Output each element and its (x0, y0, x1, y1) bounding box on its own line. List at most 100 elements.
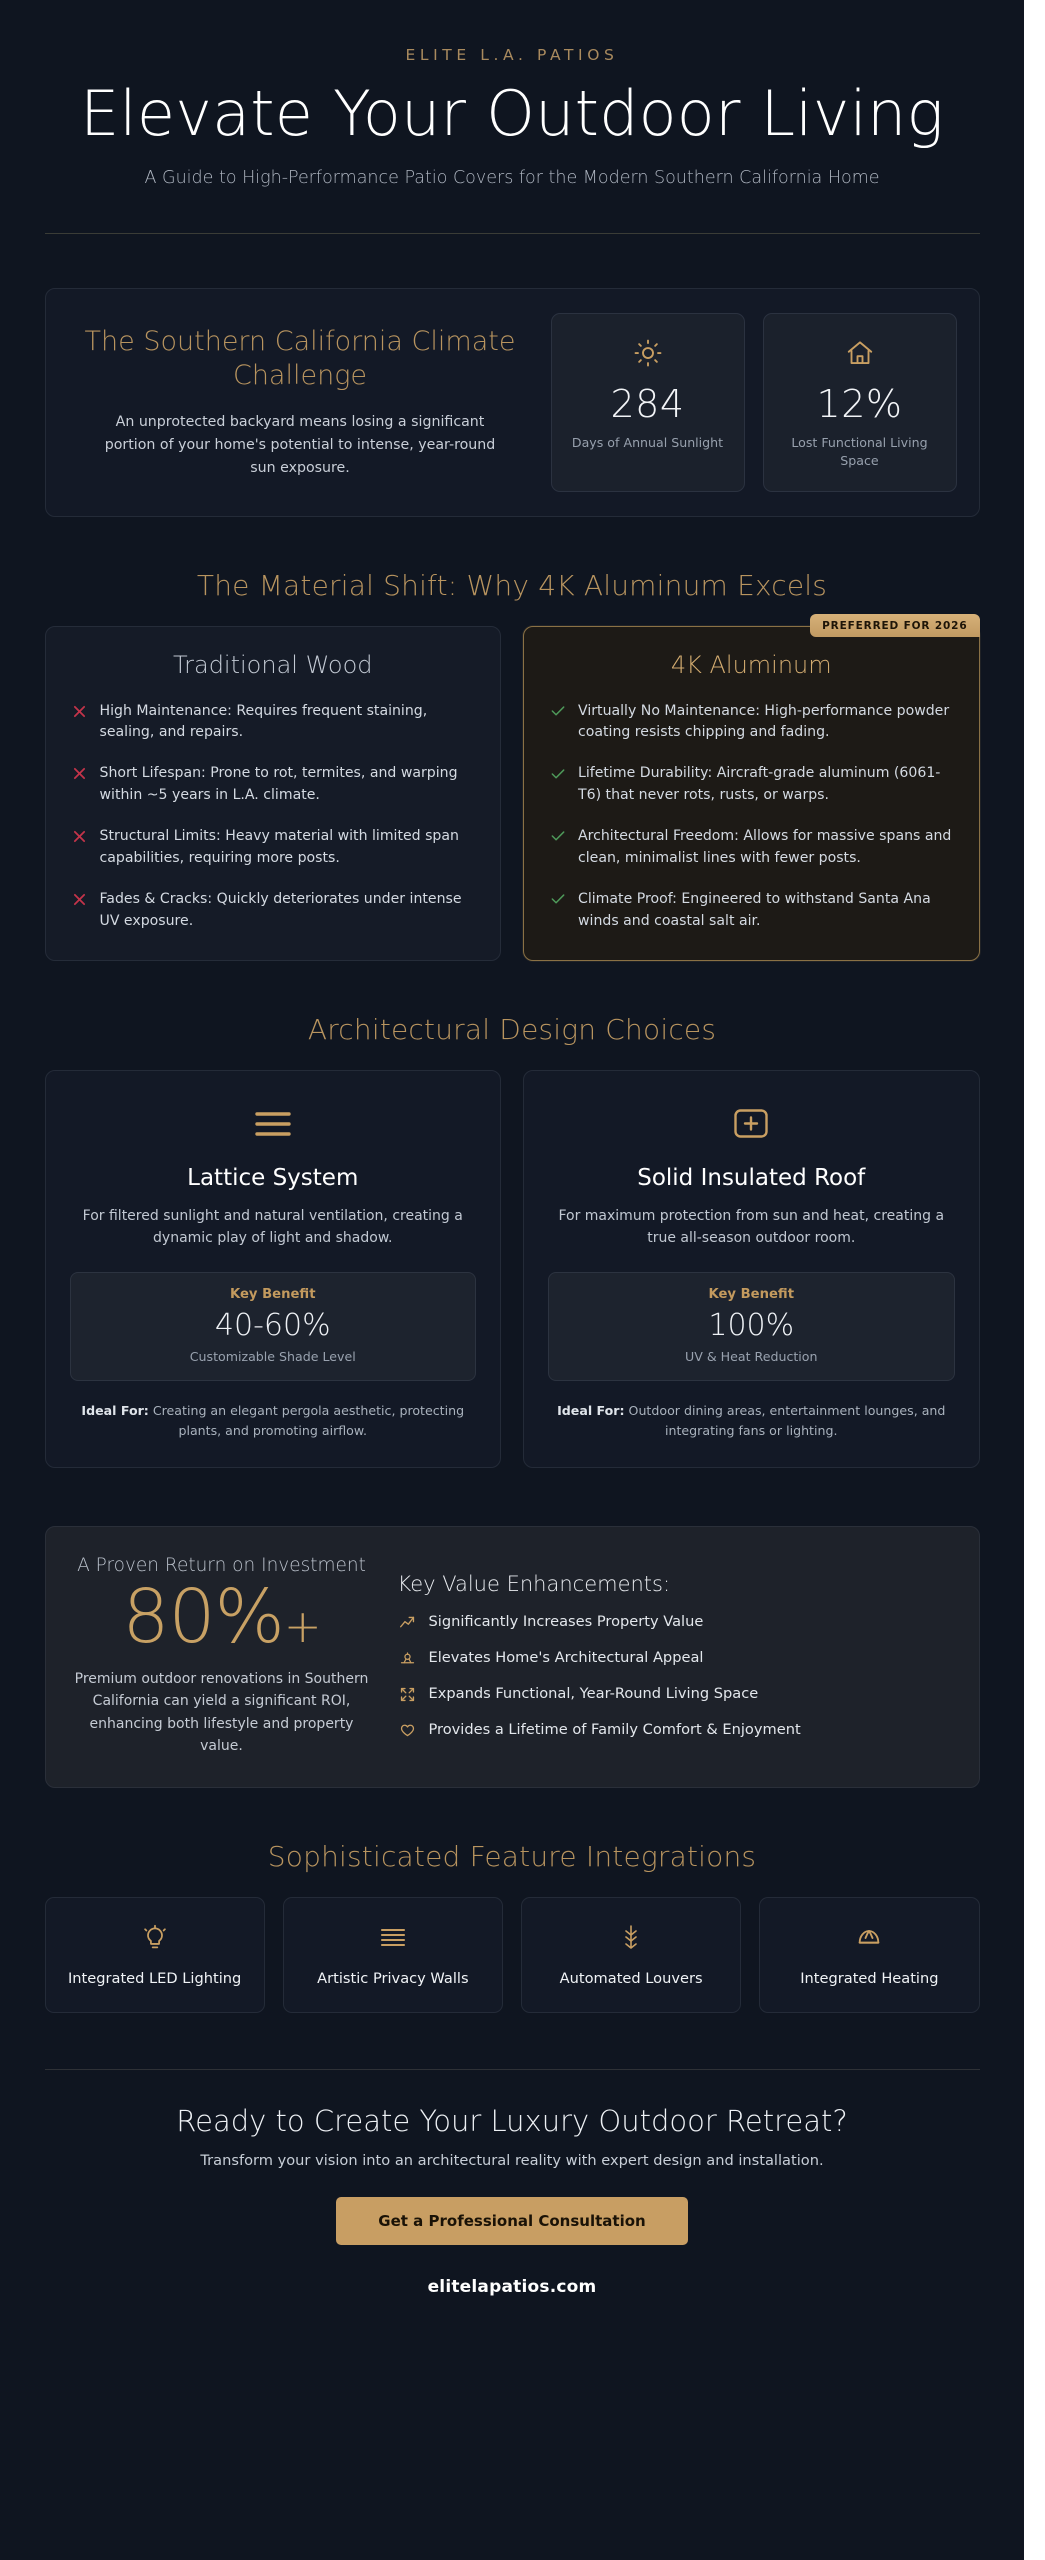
list-item: Elevates Home's Architectural Appeal (398, 1648, 953, 1669)
footer-subtitle: Transform your vision into an architectu… (200, 2151, 824, 2169)
roi-card: A Proven Return on Investment 80%+ Premi… (44, 1525, 980, 1789)
list-item-text: Significantly Increases Property Value (428, 1612, 704, 1630)
check-mark-icon (550, 763, 565, 784)
stat-value: 12% (816, 382, 903, 427)
ideal-for-text: Ideal For: Creating an elegant pergola a… (70, 1401, 477, 1441)
expand-arrows-icon (398, 1684, 417, 1705)
section-heading-features: Sophisticated Feature Integrations (267, 1840, 757, 1874)
feature-label: Integrated LED Lighting (67, 1970, 242, 1988)
check-mark-icon (550, 889, 565, 910)
footer-section: Ready to Create Your Luxury Outdoor Retr… (45, 2070, 980, 2297)
louvers-arrow-icon (532, 1922, 730, 1954)
lightbulb-icon (56, 1922, 254, 1954)
design-card-lattice: Lattice System For filtered sunlight and… (44, 1070, 501, 1468)
brand-eyebrow: ELITE L.A. PATIOS (405, 46, 619, 64)
key-benefit-sublabel: UV & Heat Reduction (685, 1348, 818, 1364)
climate-text-block: The Southern California Climate Challeng… (68, 313, 533, 492)
roi-description: Premium outdoor renovations in Southern … (74, 1670, 369, 1754)
material-card-title: 4K Aluminum (670, 650, 832, 679)
stat-card-sunlight: 284 Days of Annual Sunlight (550, 313, 745, 492)
house-icon (774, 336, 946, 370)
list-item-text: Climate Proof: Engineered to withstand S… (578, 890, 931, 929)
roi-left-block: A Proven Return on Investment 80%+ Premi… (72, 1555, 372, 1757)
design-card-description: For filtered sunlight and natural ventil… (82, 1208, 463, 1247)
key-benefit-label: Key Benefit (708, 1286, 795, 1302)
x-mark-icon (72, 763, 87, 784)
roi-right-block: Key Value Enhancements: Significantly In… (398, 1572, 953, 1741)
list-item: Fades & Cracks: Quickly deteriorates und… (72, 889, 475, 933)
feature-card-louvers: Automated Louvers (521, 1897, 742, 2013)
feature-label: Automated Louvers (559, 1970, 703, 1988)
hero-subtitle: A Guide to High-Performance Patio Covers… (144, 168, 880, 189)
climate-title: The Southern California Climate Challeng… (84, 325, 516, 391)
section-heading-design: Architectural Design Choices (307, 1013, 717, 1047)
footer-website-url: elitelapatios.com (427, 2276, 597, 2297)
roi-big-value: 80% (122, 1573, 284, 1660)
list-item-text: Expands Functional, Year-Round Living Sp… (428, 1684, 759, 1702)
material-comparison-row: Traditional Wood High Maintenance: Requi… (44, 613, 980, 962)
climate-section: The Southern California Climate Challeng… (44, 288, 980, 517)
stat-label: Days of Annual Sunlight (571, 435, 724, 451)
list-item-text: Architectural Freedom: Allows for massiv… (578, 827, 952, 866)
x-mark-icon (72, 701, 87, 722)
roi-heading: A Proven Return on Investment (77, 1554, 366, 1576)
hero-section: ELITE L.A. PATIOS Elevate Your Outdoor L… (45, 0, 980, 188)
stat-label: Lost Functional Living Space (791, 435, 928, 469)
material-card-wood: Traditional Wood High Maintenance: Requi… (44, 625, 501, 962)
stat-card-living-space: 12% Lost Functional Living Space (762, 313, 957, 492)
enhancements-heading: Key Value Enhancements: (397, 1571, 671, 1596)
list-item: Expands Functional, Year-Round Living Sp… (398, 1684, 953, 1705)
list-item: Significantly Increases Property Value (398, 1612, 953, 1633)
ideal-for-body: Creating an elegant pergola aesthetic, p… (152, 1402, 465, 1438)
features-row: Integrated LED Lighting Artistic Privacy… (44, 1897, 980, 2013)
trend-up-icon (398, 1612, 417, 1633)
key-benefit-value: 40-60% (214, 1307, 331, 1343)
wood-drawback-list: High Maintenance: Requires frequent stai… (72, 701, 475, 933)
consultation-cta-button[interactable]: Get a Professional Consultation (336, 2196, 688, 2245)
section-heading-material: The Material Shift: Why 4K Aluminum Exce… (196, 568, 828, 602)
feature-card-privacy-walls: Artistic Privacy Walls (282, 1897, 503, 2013)
material-section: The Material Shift: Why 4K Aluminum Exce… (44, 568, 980, 962)
ideal-for-label: Ideal For: (557, 1402, 625, 1418)
privacy-wall-lines-icon (294, 1922, 492, 1954)
solid-roof-plus-icon (548, 1101, 955, 1147)
list-item-text: Elevates Home's Architectural Appeal (428, 1648, 704, 1666)
list-item: Virtually No Maintenance: High-performan… (550, 701, 953, 745)
check-mark-icon (550, 701, 565, 722)
heart-icon (398, 1720, 417, 1741)
heating-lamp-icon (770, 1922, 968, 1954)
design-section: Architectural Design Choices Lattice Sys… (44, 1013, 980, 1468)
feature-card-led: Integrated LED Lighting (44, 1897, 265, 2013)
list-item-text: Short Lifespan: Prone to rot, termites, … (99, 765, 458, 804)
page-title: Elevate Your Outdoor Living (80, 77, 944, 150)
lattice-lines-icon (70, 1101, 477, 1147)
ideal-for-body: Outdoor dining areas, entertainment loun… (628, 1402, 946, 1438)
key-benefit-label: Key Benefit (229, 1286, 316, 1302)
material-card-title: Traditional Wood (172, 650, 373, 679)
design-card-description: For maximum protection from sun and heat… (558, 1208, 945, 1247)
footer-divider (44, 2068, 980, 2070)
aluminum-benefit-list: Virtually No Maintenance: High-performan… (550, 701, 953, 933)
list-item-text: Structural Limits: Heavy material with l… (99, 827, 459, 866)
ideal-for-label: Ideal For: (81, 1402, 149, 1418)
stat-value: 284 (610, 382, 685, 427)
ideal-for-text: Ideal For: Outdoor dining areas, enterta… (548, 1401, 955, 1441)
climate-description: An unprotected backyard means losing a s… (104, 414, 496, 477)
feature-card-heating: Integrated Heating (759, 1897, 980, 2013)
list-item: Climate Proof: Engineered to withstand S… (550, 889, 953, 933)
list-item: Structural Limits: Heavy material with l… (72, 826, 475, 870)
list-item-text: High Maintenance: Requires frequent stai… (99, 702, 428, 741)
feature-label: Integrated Heating (800, 1970, 939, 1988)
roi-section: A Proven Return on Investment 80%+ Premi… (44, 1525, 980, 1789)
roi-big-suffix: + (283, 1599, 322, 1653)
list-item-text: Lifetime Durability: Aircraft-grade alum… (578, 765, 941, 804)
list-item: Architectural Freedom: Allows for massiv… (550, 826, 953, 870)
roi-big-value-wrap: 80%+ (72, 1577, 372, 1658)
x-mark-icon (72, 826, 87, 847)
list-item-text: Virtually No Maintenance: High-performan… (578, 702, 950, 741)
preferred-badge: PREFERRED FOR 2026 (810, 613, 980, 637)
feature-label: Artistic Privacy Walls (317, 1970, 469, 1988)
list-item: Short Lifespan: Prone to rot, termites, … (72, 763, 475, 807)
key-benefit-box: Key Benefit 40-60% Customizable Shade Le… (69, 1271, 476, 1381)
